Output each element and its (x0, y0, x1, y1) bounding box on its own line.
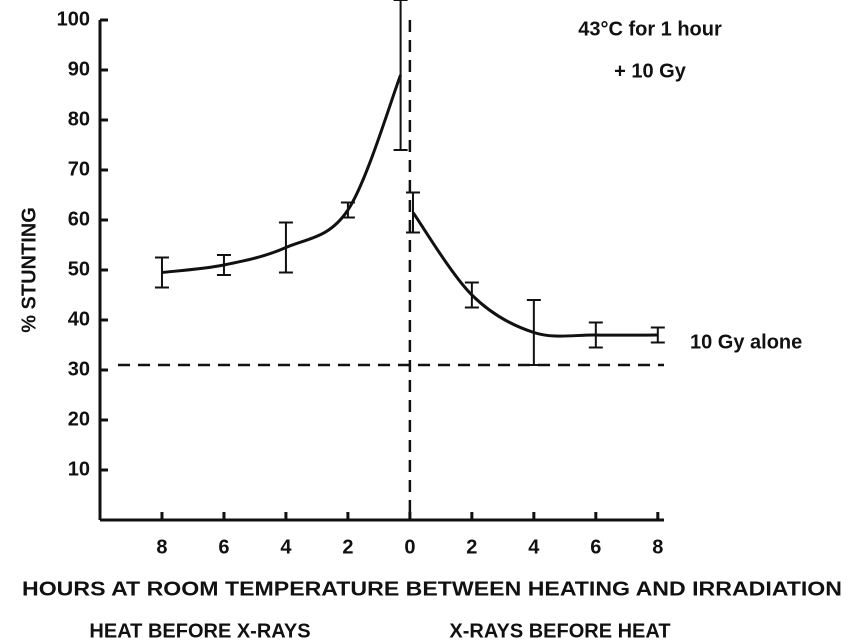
x-tick-label: 8 (652, 536, 663, 558)
y-tick-label: 30 (68, 358, 90, 380)
x-tick-label: 2 (342, 536, 353, 558)
x-tick-label: 4 (528, 536, 540, 558)
error-bar (216, 254, 231, 276)
y-tick-label: 60 (68, 208, 90, 230)
error-bar (154, 256, 169, 289)
x-tick-label: 8 (156, 536, 167, 558)
y-tick-label: 40 (68, 308, 90, 330)
x-tick-label: 0 (404, 536, 415, 558)
x-tick-label: 6 (590, 536, 601, 558)
error-bar (464, 281, 479, 309)
y-tick-label: 20 (68, 408, 90, 430)
x-axis-label: HOURS AT ROOM TEMPERATURE BETWEEN HEATIN… (22, 578, 842, 600)
y-tick-label: 10 (68, 458, 90, 480)
y-tick-label: 50 (68, 258, 90, 280)
y-tick-label: 80 (68, 108, 90, 130)
reference-label: 10 Gy alone (690, 331, 802, 353)
x-tick-label: 2 (466, 536, 477, 558)
x-tick-label: 6 (218, 536, 229, 558)
error-bar (278, 221, 293, 274)
y-axis-label: % STUNTING (18, 207, 40, 333)
annotation: HEAT BEFORE X-RAYS (89, 620, 310, 642)
chart-subtitle: + 10 Gy (614, 60, 687, 82)
y-tick-label: 70 (68, 158, 90, 180)
line (161, 74, 402, 274)
error-bar (405, 191, 420, 234)
y-tick-label: 100 (57, 8, 90, 30)
annotation: X-RAYS BEFORE HEAT (449, 620, 670, 642)
error-bar (526, 299, 541, 366)
x-tick-label: 4 (280, 536, 292, 558)
error-bar (588, 321, 603, 349)
error-bar (650, 326, 665, 344)
error-bar (393, 0, 408, 151)
error-bar (340, 201, 355, 219)
line (411, 211, 658, 338)
chart-title: 43°C for 1 hour (578, 18, 722, 40)
y-tick-label: 90 (68, 58, 90, 80)
